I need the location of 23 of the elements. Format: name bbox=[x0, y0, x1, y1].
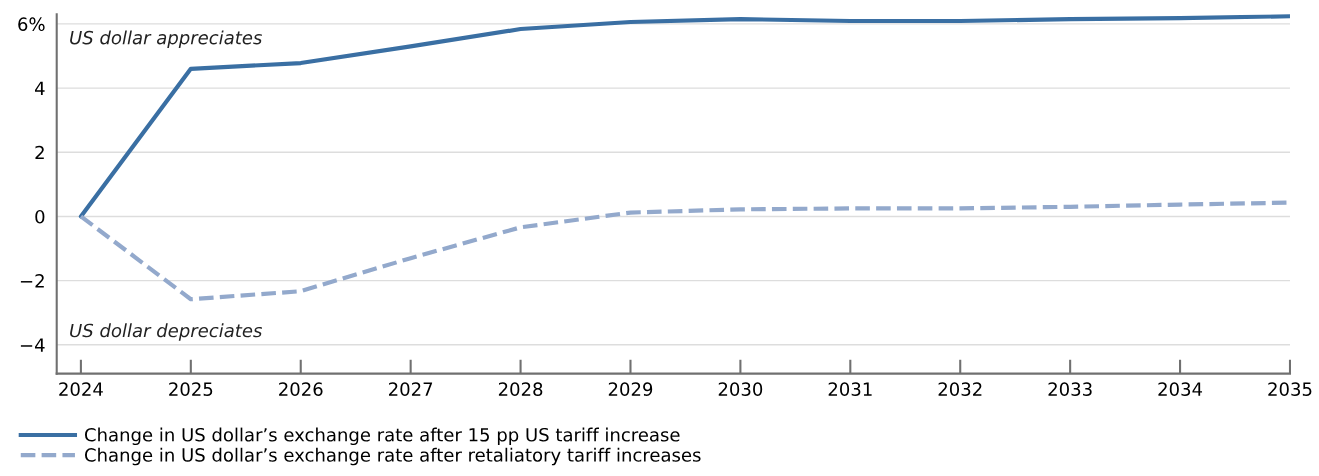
y-tick-label: 6% bbox=[18, 17, 45, 32]
line-series bbox=[78, 200, 1290, 302]
x-tick-label: 2033 bbox=[1048, 382, 1092, 396]
x-tick-label: 2029 bbox=[608, 382, 653, 396]
y-tick-label: 0 bbox=[35, 209, 45, 224]
y-tick-label: −4 bbox=[20, 338, 45, 352]
annotation: US dollar depreciates bbox=[70, 323, 263, 341]
x-tick-label: 2035 bbox=[1268, 382, 1312, 396]
x-tick-label: 2025 bbox=[169, 382, 213, 396]
x-tick-label: 2034 bbox=[1158, 382, 1203, 396]
x-tick-label: 2032 bbox=[938, 382, 982, 396]
annotation: US dollar appreciates bbox=[70, 30, 262, 48]
x-tick-label: 2026 bbox=[279, 382, 323, 396]
x-tick-label: 2024 bbox=[59, 382, 103, 396]
x-tick-label: 2030 bbox=[718, 382, 763, 396]
x-tick-label: 2027 bbox=[389, 382, 433, 396]
y-tick-label: 4 bbox=[35, 81, 45, 95]
y-tick-label: 2 bbox=[35, 145, 44, 160]
legend-label: Change in US dollar’s exchange rate after retaliatory tariff increases bbox=[84, 447, 701, 466]
y-tick-label: −2 bbox=[20, 274, 44, 288]
x-tick-label: 2028 bbox=[498, 382, 543, 396]
legend-label: Change in US dollar’s exchange rate after 15 pp US tariff increase bbox=[84, 427, 680, 446]
x-tick-label: 2031 bbox=[828, 382, 872, 396]
